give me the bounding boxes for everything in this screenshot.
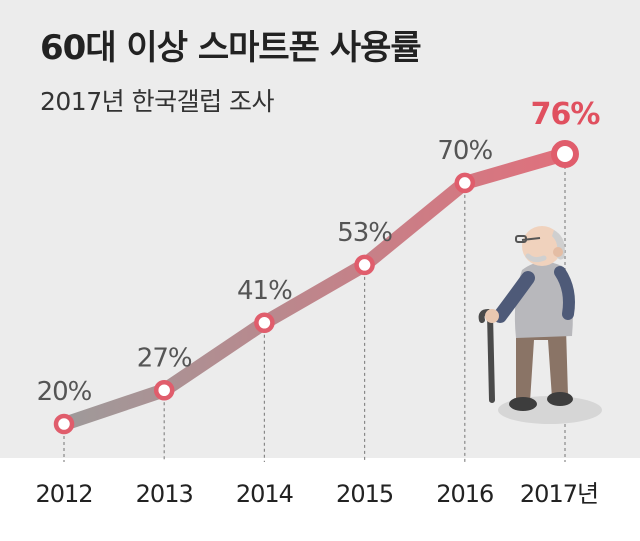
- x-tick-label: 2016: [436, 480, 493, 508]
- data-point-marker: [53, 413, 75, 435]
- data-point-marker: [153, 380, 175, 401]
- data-label: 53%: [337, 218, 392, 248]
- x-tick-label: 2014: [236, 480, 293, 508]
- data-point-marker: [454, 172, 476, 194]
- data-label: 70%: [437, 136, 492, 166]
- data-point-marker: [354, 254, 375, 276]
- data-label: 41%: [237, 276, 292, 306]
- x-tick-label: 2012: [35, 480, 92, 508]
- x-tick-label: 2015: [336, 480, 393, 508]
- series-line: [57, 147, 572, 431]
- data-label: 20%: [37, 377, 92, 407]
- axis-band: [0, 458, 640, 541]
- data-label: 76%: [531, 97, 601, 132]
- x-tick-label: 2017년: [520, 480, 598, 508]
- data-point-marker: [551, 140, 579, 168]
- x-tick-label: 2013: [136, 480, 193, 508]
- chart-title: 60대 이상 스마트폰 사용률: [40, 28, 422, 68]
- data-point-marker: [254, 312, 275, 333]
- chart-subtitle: 2017년 한국갤럽 조사: [40, 87, 275, 116]
- data-label: 27%: [137, 343, 192, 373]
- elderly-man-with-cane-icon: [478, 226, 602, 424]
